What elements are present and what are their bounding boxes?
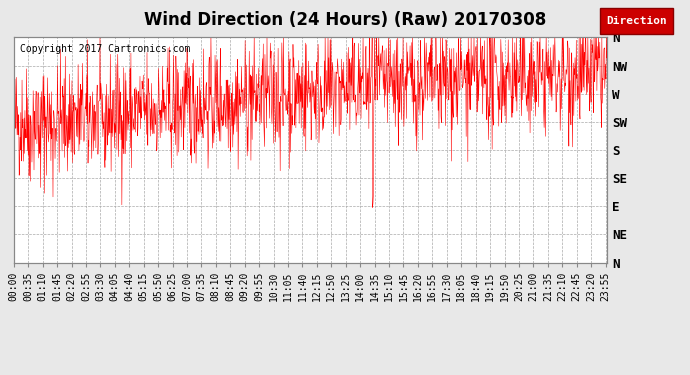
Text: Wind Direction (24 Hours) (Raw) 20170308: Wind Direction (24 Hours) (Raw) 20170308: [144, 11, 546, 29]
Text: Copyright 2017 Cartronics.com: Copyright 2017 Cartronics.com: [20, 44, 190, 54]
Text: Direction: Direction: [606, 16, 667, 26]
